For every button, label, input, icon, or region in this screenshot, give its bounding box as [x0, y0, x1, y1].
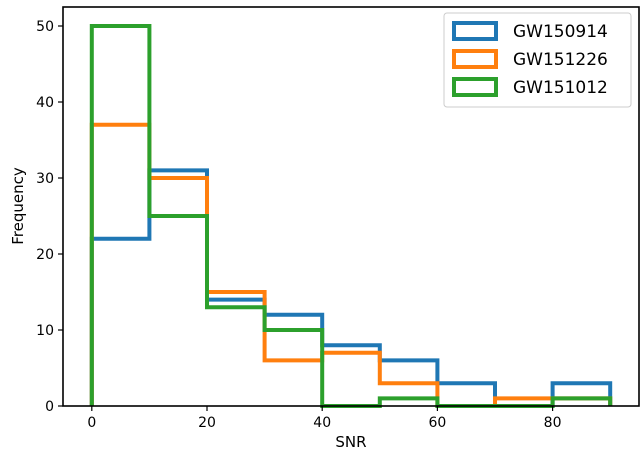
x-tick-label: 0: [87, 415, 96, 431]
legend-box: [443, 12, 632, 108]
legend-label-GW151226: GW151226: [513, 50, 608, 70]
y-axis-label: Frequency: [9, 167, 27, 245]
x-tick-label: 80: [544, 415, 562, 431]
legend-swatch-GW150914: [452, 21, 498, 41]
legend-label-GW151012: GW151012: [513, 78, 608, 98]
y-axis-ticks: 0 10 20 30 40 50: [36, 19, 63, 415]
y-tick-label: 20: [36, 247, 54, 263]
x-axis-label: SNR: [335, 433, 366, 451]
x-tick-label: 60: [428, 415, 446, 431]
y-tick-label: 50: [36, 19, 54, 35]
y-tick-label: 10: [36, 323, 54, 339]
histogram-series-GW150914: [89, 168, 613, 408]
y-tick-label: 30: [36, 171, 54, 187]
plot-frame: [62, 6, 640, 407]
y-tick-label: 40: [36, 95, 54, 111]
legend-label-GW150914: GW150914: [513, 22, 608, 42]
legend: GW150914 GW151226 GW151012: [443, 12, 632, 108]
x-tick-label: 40: [313, 415, 331, 431]
legend-swatch-GW151012: [452, 77, 498, 97]
y-tick-label: 0: [45, 399, 54, 415]
legend-swatch-GW151226: [452, 49, 498, 69]
x-axis-ticks: 0 20 40 60 80: [87, 406, 562, 431]
x-tick-label: 20: [198, 415, 216, 431]
histogram-series-GW151226: [89, 122, 613, 408]
